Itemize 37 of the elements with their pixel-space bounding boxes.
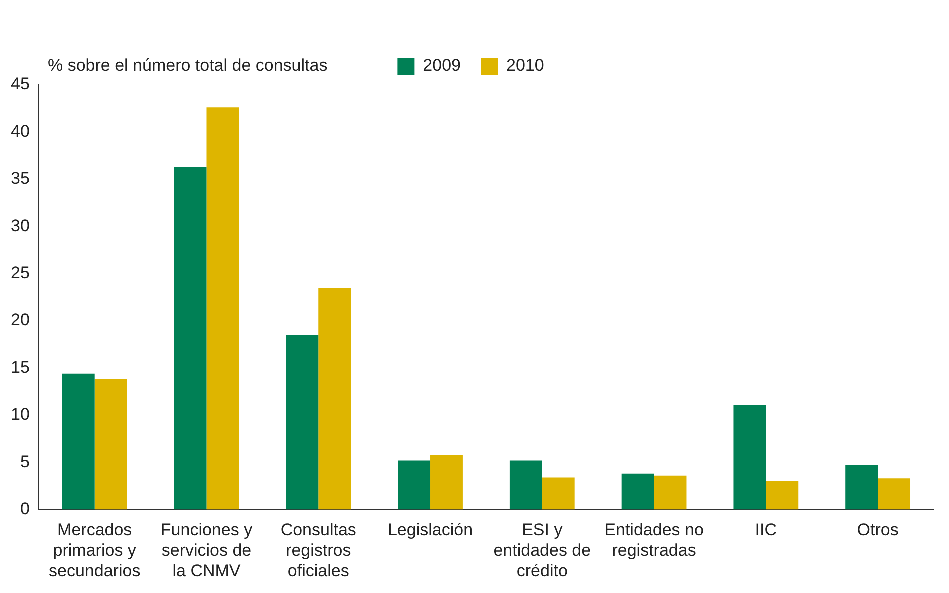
bar bbox=[94, 380, 128, 510]
x-tick-label: ESI y entidades de crédito bbox=[494, 520, 592, 580]
x-tick-label: Consultas registros oficiales bbox=[280, 520, 356, 580]
y-tick-label: 30 bbox=[10, 216, 30, 236]
bar bbox=[430, 455, 463, 510]
x-tick-label: Entidades no registradas bbox=[604, 520, 704, 560]
bar bbox=[622, 474, 654, 510]
x-tick-label: Legislación bbox=[388, 520, 474, 540]
x-tick-label: Funciones y servicios de la CNMV bbox=[160, 520, 254, 580]
y-tick-label: 35 bbox=[10, 169, 30, 188]
x-tick-label: Otros bbox=[857, 520, 899, 540]
bar bbox=[654, 476, 687, 510]
legend-label: 2009 bbox=[423, 56, 462, 76]
bar bbox=[318, 288, 352, 510]
legend-label: 2010 bbox=[506, 56, 544, 76]
bar bbox=[286, 335, 319, 510]
y-tick-label: 40 bbox=[10, 122, 30, 141]
bar bbox=[174, 167, 207, 510]
y-tick-label: 20 bbox=[10, 310, 30, 330]
bar bbox=[398, 460, 431, 510]
y-tick-label: 25 bbox=[10, 263, 30, 282]
bar bbox=[766, 481, 799, 510]
x-tick-label: IIC bbox=[755, 520, 778, 540]
bar bbox=[734, 405, 766, 510]
y-tick-label: 10 bbox=[10, 405, 30, 424]
y-tick-label: 0 bbox=[20, 499, 30, 518]
bar bbox=[878, 478, 911, 510]
x-tick-label: Mercados primarios y secundarios bbox=[49, 520, 141, 580]
y-axis-title: % sobre el número total de consultas bbox=[48, 56, 328, 76]
y-tick-label: 45 bbox=[10, 74, 30, 94]
bar bbox=[846, 465, 878, 510]
bar bbox=[206, 108, 240, 510]
bar bbox=[510, 460, 542, 510]
y-tick-label: 15 bbox=[10, 358, 30, 377]
bar bbox=[62, 374, 95, 510]
bar bbox=[542, 478, 575, 510]
y-tick-label: 5 bbox=[20, 452, 30, 472]
